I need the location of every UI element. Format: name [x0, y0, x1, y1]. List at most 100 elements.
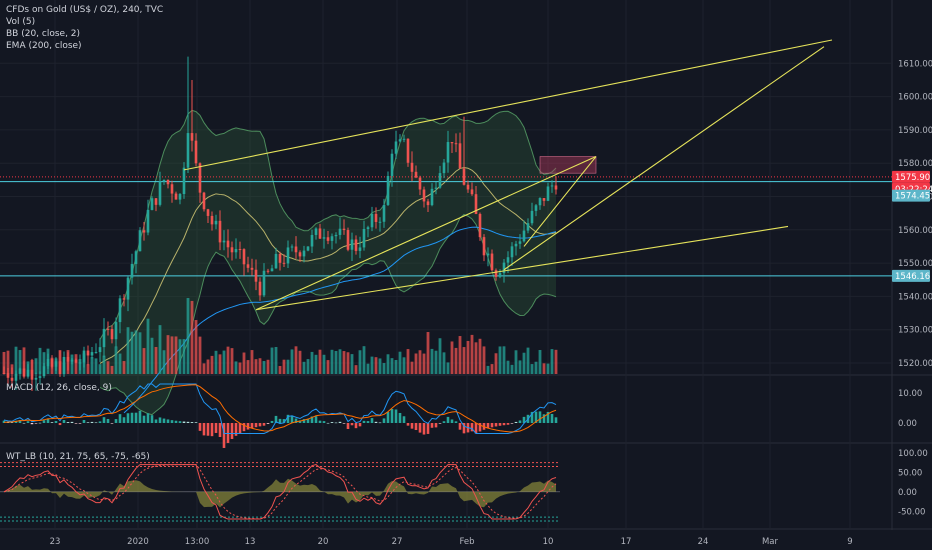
candle-body: [278, 253, 282, 263]
volume-bar: [418, 350, 422, 374]
macd-histogram-bar: [330, 422, 334, 423]
macd-signal-line: [3, 384, 557, 433]
candle-body: [410, 162, 414, 172]
macd-label[interactable]: MACD (12, 26, close, 9): [6, 383, 112, 393]
price-tick-label: 1610.00: [898, 59, 932, 69]
price-axis[interactable]: 1520.001530.001540.001550.001560.001570.…: [898, 59, 932, 517]
candle-body: [38, 376, 42, 378]
volume-bar: [454, 347, 458, 374]
candle-body: [230, 247, 234, 253]
candle-body: [238, 249, 242, 251]
legend-ema[interactable]: EMA (200, close): [6, 41, 82, 51]
price-tick-label: 1590.00: [898, 126, 932, 136]
macd-histogram-bar: [430, 423, 434, 428]
volume-bar: [18, 350, 22, 374]
volume-bar: [74, 354, 78, 374]
candle-body: [370, 213, 374, 228]
candle-body: [430, 188, 434, 206]
macd-pane[interactable]: [2, 383, 558, 448]
macd-histogram-bar: [2, 420, 6, 423]
volume-bar: [434, 350, 438, 374]
candle-body: [242, 249, 246, 265]
macd-legend[interactable]: MACD (12, 26, close, 9): [6, 382, 112, 394]
volume-bar: [310, 351, 314, 374]
candle-body: [146, 209, 150, 233]
macd-histogram-bar: [458, 423, 462, 430]
candle-body: [246, 264, 250, 268]
macd-histogram-bar: [550, 413, 554, 423]
macd-histogram-bar: [274, 415, 278, 423]
candle-body: [342, 228, 346, 231]
time-tick-label: 9: [847, 537, 852, 547]
macd-histogram-bar: [318, 420, 322, 423]
candle-body: [326, 237, 330, 241]
trendline: [183, 39, 833, 171]
candle-body: [286, 247, 290, 264]
candle-body: [274, 253, 278, 269]
macd-histogram-bar: [494, 423, 498, 427]
candle-body: [378, 221, 382, 223]
candle-body: [414, 171, 418, 178]
candle-body: [186, 133, 190, 168]
current-price-tag-text: 1575.90: [895, 173, 930, 183]
volume-bar: [234, 361, 238, 374]
candle-body: [30, 369, 34, 380]
candle-body: [118, 298, 122, 323]
candle-body: [402, 138, 406, 140]
macd-histogram-bar: [442, 421, 446, 423]
candle-body: [518, 241, 522, 244]
price-pane[interactable]: [0, 39, 892, 416]
volume-bar: [306, 359, 310, 374]
candle-body: [142, 230, 146, 233]
macd-histogram-bar: [498, 423, 502, 426]
macd-histogram-bar: [206, 423, 210, 436]
candle-body: [406, 138, 410, 163]
volume-bar: [406, 349, 410, 374]
volume-bar: [38, 347, 42, 374]
volume-bar: [274, 347, 278, 374]
candle-body: [462, 168, 466, 185]
volume-bar: [146, 318, 150, 374]
volume-bar: [150, 337, 154, 374]
volume-bar: [182, 339, 186, 374]
macd-histogram-bar: [282, 419, 286, 423]
candle-body: [454, 143, 458, 145]
candle-body: [10, 377, 14, 381]
candle-body: [162, 179, 166, 182]
level-b-tag: [892, 269, 930, 282]
volume-bar: [14, 346, 18, 374]
volume-bar: [514, 350, 518, 374]
macd-histogram-bar: [122, 417, 126, 423]
wt-pane[interactable]: [0, 462, 560, 522]
volume-bar: [378, 358, 382, 374]
candle-body: [486, 253, 490, 256]
macd-histogram-bar: [162, 418, 166, 423]
candle-body: [494, 270, 498, 277]
candle-body: [534, 205, 538, 211]
macd-histogram-bar: [422, 423, 426, 435]
macd-histogram-bar: [514, 421, 518, 423]
volume-bar: [158, 325, 162, 374]
wt-legend[interactable]: WT_LB (10, 21, 75, 65, -75, -65): [6, 451, 150, 463]
volume-bar: [442, 352, 446, 374]
legend-volume[interactable]: Vol (5): [6, 17, 36, 27]
volume-bar: [66, 350, 70, 374]
macd-histogram-bar: [310, 416, 314, 423]
macd-histogram-bar: [46, 419, 50, 423]
volume-bar: [70, 354, 74, 374]
legend-symbol[interactable]: CFDs on Gold (US$ / OZ), 240, TVC: [6, 5, 164, 15]
candle-body: [254, 269, 258, 282]
candle-body: [114, 322, 118, 340]
candle-body: [490, 253, 494, 271]
wt-label[interactable]: WT_LB (10, 21, 75, 65, -75, -65): [6, 452, 150, 462]
time-axis[interactable]: 23 2020 13:00 13 20 27 Feb 10 17 24 Mar 9: [50, 537, 853, 547]
macd-histogram-bar: [26, 421, 30, 423]
volume-bar: [54, 358, 58, 374]
candle-body: [542, 198, 546, 201]
macd-histogram-bar: [22, 422, 26, 424]
volume-bar: [254, 359, 258, 374]
legend-bollinger[interactable]: BB (20, close, 2): [6, 29, 81, 39]
candle-body: [258, 281, 262, 296]
candle-body: [170, 184, 174, 194]
